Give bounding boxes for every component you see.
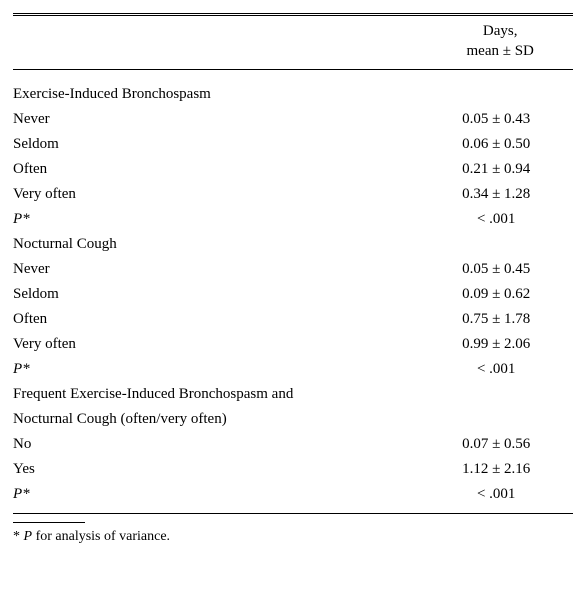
row-label: Very often bbox=[13, 182, 427, 207]
row-label: Seldom bbox=[13, 282, 427, 307]
row-value: 0.05 ± 0.43 bbox=[427, 107, 573, 132]
row-value: 0.06 ± 0.50 bbox=[427, 132, 573, 157]
footnote-text: for analysis of variance. bbox=[32, 529, 170, 544]
row-value: 0.99 ± 2.06 bbox=[427, 332, 573, 357]
section-title-cont: Nocturnal Cough (often/very often) bbox=[13, 407, 427, 432]
row-label: Never bbox=[13, 107, 427, 132]
row-label: Very often bbox=[13, 332, 427, 357]
header-empty bbox=[13, 15, 427, 70]
row-label: Never bbox=[13, 257, 427, 282]
p-label: P* bbox=[13, 482, 427, 514]
footnote-p: P bbox=[24, 529, 33, 544]
footnote-marker: * bbox=[13, 529, 20, 544]
row-value: 0.75 ± 1.78 bbox=[427, 307, 573, 332]
section-title: Exercise-Induced Bronchospasm bbox=[13, 82, 427, 107]
header-days-line1: Days, bbox=[483, 23, 518, 39]
p-label: P* bbox=[13, 357, 427, 382]
row-value: 0.34 ± 1.28 bbox=[427, 182, 573, 207]
row-label: Seldom bbox=[13, 132, 427, 157]
section-title: Nocturnal Cough bbox=[13, 232, 427, 257]
row-label: No bbox=[13, 432, 427, 457]
p-value: < .001 bbox=[427, 482, 573, 514]
row-value: 0.21 ± 0.94 bbox=[427, 157, 573, 182]
row-value: 0.09 ± 0.62 bbox=[427, 282, 573, 307]
row-value: 1.12 ± 2.16 bbox=[427, 457, 573, 482]
row-label: Often bbox=[13, 157, 427, 182]
p-label: P* bbox=[13, 207, 427, 232]
footnote: * P for analysis of variance. bbox=[13, 527, 573, 545]
row-value: 0.07 ± 0.56 bbox=[427, 432, 573, 457]
p-value: < .001 bbox=[427, 357, 573, 382]
table-container: Days, mean ± SD Exercise-Induced Broncho… bbox=[13, 13, 573, 545]
header-days-line2: mean ± SD bbox=[467, 43, 534, 59]
header-days: Days, mean ± SD bbox=[427, 15, 573, 70]
row-label: Yes bbox=[13, 457, 427, 482]
footnote-divider bbox=[13, 522, 85, 523]
section-title: Frequent Exercise-Induced Bronchospasm a… bbox=[13, 382, 427, 407]
row-value: 0.05 ± 0.45 bbox=[427, 257, 573, 282]
row-label: Often bbox=[13, 307, 427, 332]
p-value: < .001 bbox=[427, 207, 573, 232]
data-table: Days, mean ± SD Exercise-Induced Broncho… bbox=[13, 13, 573, 514]
table-body: Exercise-Induced Bronchospasm Never 0.05… bbox=[13, 70, 573, 514]
